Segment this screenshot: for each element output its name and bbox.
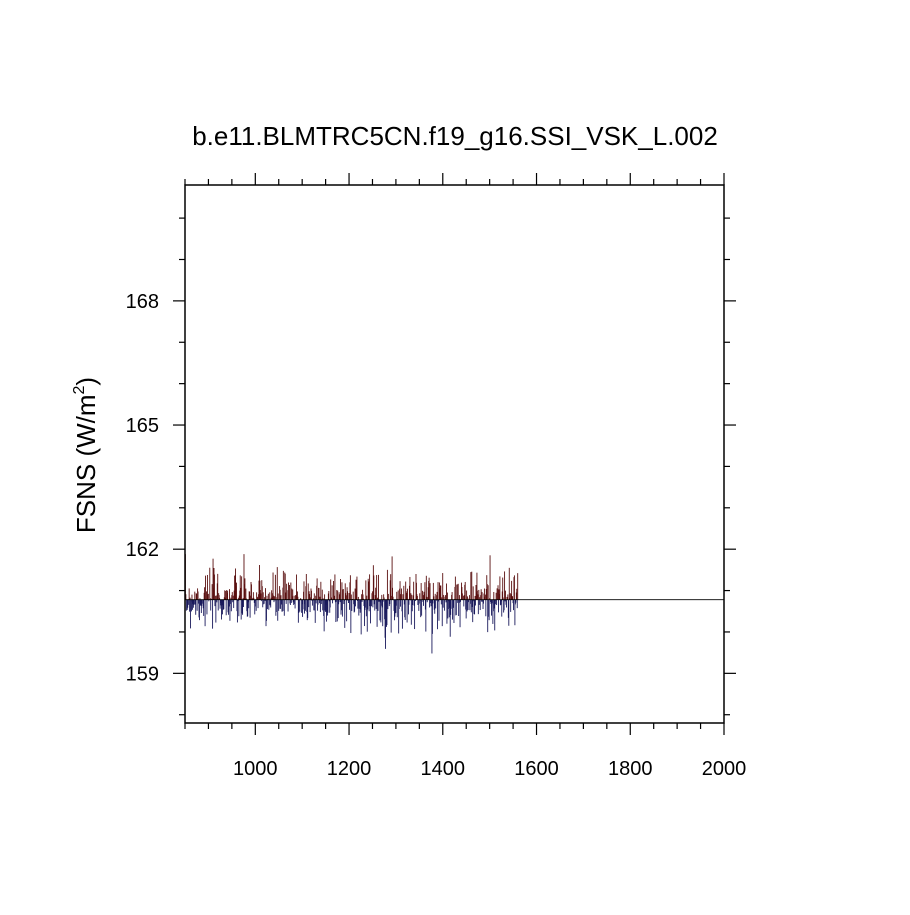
y-tick-label: 159 [126, 663, 159, 685]
plot-frame [184, 184, 725, 724]
x-tick-label: 2000 [702, 758, 747, 780]
y-tick-label: 162 [126, 539, 159, 561]
x-tick-label: 1400 [421, 758, 466, 780]
x-tick-label: 1600 [514, 758, 559, 780]
y-axis-label-sup: 2 [71, 385, 88, 394]
y-tick-label: 168 [126, 291, 159, 313]
x-tick-label: 1200 [327, 758, 372, 780]
x-tick-label: 1000 [233, 758, 278, 780]
y-axis-label-close: ) [71, 377, 101, 386]
svg-text:FSNS (W/m2): FSNS (W/m2) [71, 377, 101, 533]
y-axis-label-base: FSNS (W/m [71, 394, 101, 533]
y-tick-label: 165 [126, 415, 159, 437]
chart-title: b.e11.BLMTRC5CN.f19_g16.SSI_VSK_L.002 [192, 121, 718, 151]
y-axis-label: FSNS (W/m2) [71, 377, 101, 533]
ticks-layer: 1000 1200 1400 1600 1800 2000 159 162 165 168 [126, 173, 747, 780]
bars-layer [184, 554, 519, 654]
x-tick-label: 1800 [608, 758, 653, 780]
